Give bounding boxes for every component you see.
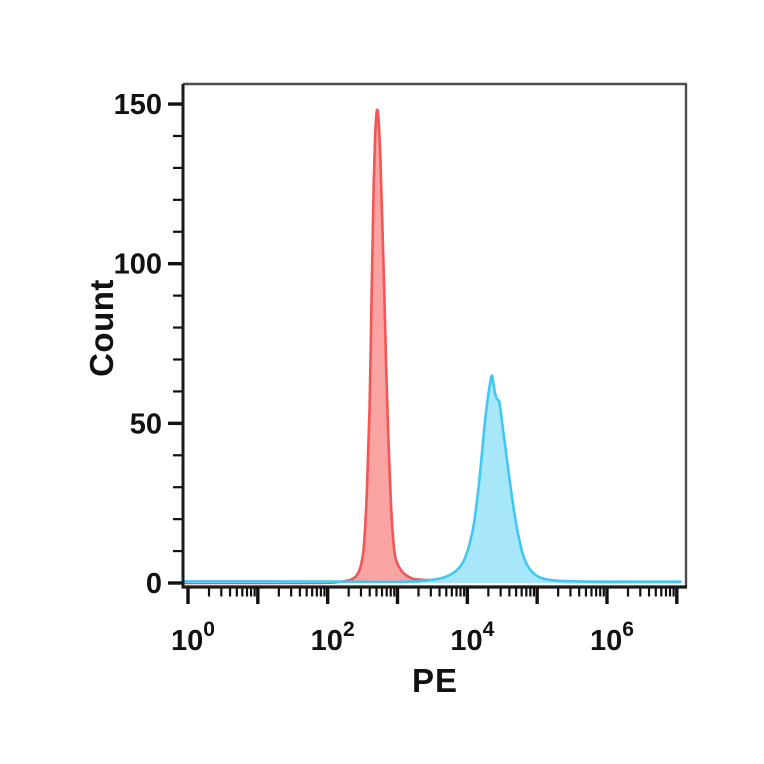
series-control-red-peak bbox=[183, 108, 682, 585]
x-tick-label-10e2: 102 bbox=[311, 618, 355, 657]
y-tick-label-0: 0 bbox=[146, 568, 162, 600]
y-tick-label-50: 50 bbox=[130, 408, 162, 440]
series-layer bbox=[183, 108, 682, 585]
y-tick-label-100: 100 bbox=[114, 249, 162, 281]
plot-frame bbox=[181, 82, 688, 589]
y-tick-label-150: 150 bbox=[114, 89, 162, 121]
y-axis-title: Count bbox=[83, 279, 120, 377]
x-axis-ticks bbox=[186, 588, 679, 604]
series-stained-blue-peak bbox=[183, 374, 682, 584]
x-tick-label-10e4: 104 bbox=[450, 618, 494, 657]
y-axis-ticks: 0 50 100 150 bbox=[114, 89, 182, 600]
x-tick-label-10e0: 100 bbox=[171, 618, 215, 657]
x-axis-title: PE bbox=[411, 662, 459, 699]
x-tick-labels: 100 102 104 106 bbox=[171, 618, 634, 657]
x-tick-label-10e6: 106 bbox=[590, 618, 634, 657]
